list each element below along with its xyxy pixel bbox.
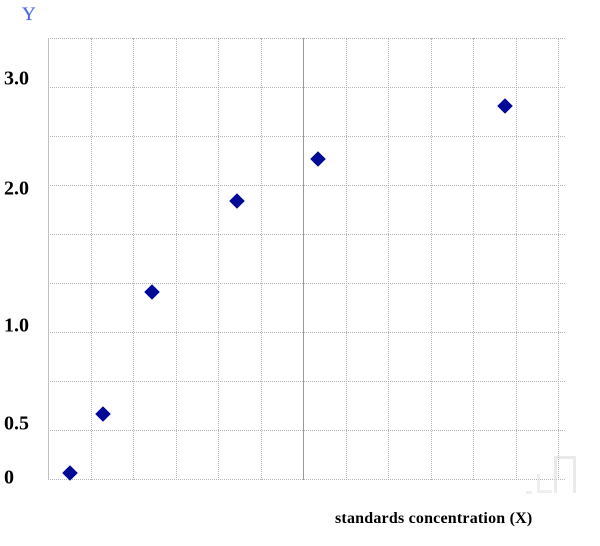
y-axis-title: Y xyxy=(22,4,36,25)
grid-line-horizontal xyxy=(48,136,565,137)
watermark-shape-icon xyxy=(554,456,576,493)
grid-line-horizontal xyxy=(48,381,565,382)
x-axis-title: standards concentration (X) xyxy=(335,510,533,527)
grid-line-vertical xyxy=(303,38,304,480)
grid-line-vertical xyxy=(516,38,517,480)
y-tick-label: 3.0 xyxy=(4,67,29,90)
grid-line-vertical xyxy=(261,38,262,480)
grid-line-vertical xyxy=(133,38,134,480)
y-tick-label: 0 xyxy=(4,466,14,489)
grid-line-horizontal xyxy=(48,234,565,235)
grid-line-horizontal xyxy=(48,38,565,39)
scatter-point-diamond xyxy=(96,407,110,421)
scatter-point-diamond xyxy=(145,285,159,299)
grid-line-horizontal xyxy=(48,87,565,88)
grid-line-horizontal xyxy=(48,430,565,431)
grid-line-vertical xyxy=(388,38,389,480)
y-tick-label: 2.0 xyxy=(4,177,29,200)
grid-line-horizontal xyxy=(48,479,565,480)
grid-line-vertical xyxy=(218,38,219,480)
watermark-shape-icon xyxy=(526,491,532,494)
grid-line-vertical xyxy=(473,38,474,480)
grid-line-horizontal xyxy=(48,332,565,333)
scatter-point-diamond xyxy=(63,466,77,480)
scatter-point-diamond xyxy=(311,152,325,166)
y-tick-label: 1.0 xyxy=(4,314,29,337)
watermark-logo xyxy=(524,452,576,496)
grid-line-vertical xyxy=(176,38,177,480)
watermark-shape-icon xyxy=(537,474,552,493)
grid-line-horizontal xyxy=(48,283,565,284)
grid-line-vertical xyxy=(558,38,559,480)
y-axis-line xyxy=(48,38,49,480)
grid-line-vertical xyxy=(91,38,92,480)
grid-line-vertical xyxy=(431,38,432,480)
scatter-point-diamond xyxy=(230,194,244,208)
grid-line-horizontal xyxy=(48,185,565,186)
scatter-point-diamond xyxy=(498,99,512,113)
y-tick-label: 0.5 xyxy=(4,412,29,435)
grid-line-vertical xyxy=(346,38,347,480)
